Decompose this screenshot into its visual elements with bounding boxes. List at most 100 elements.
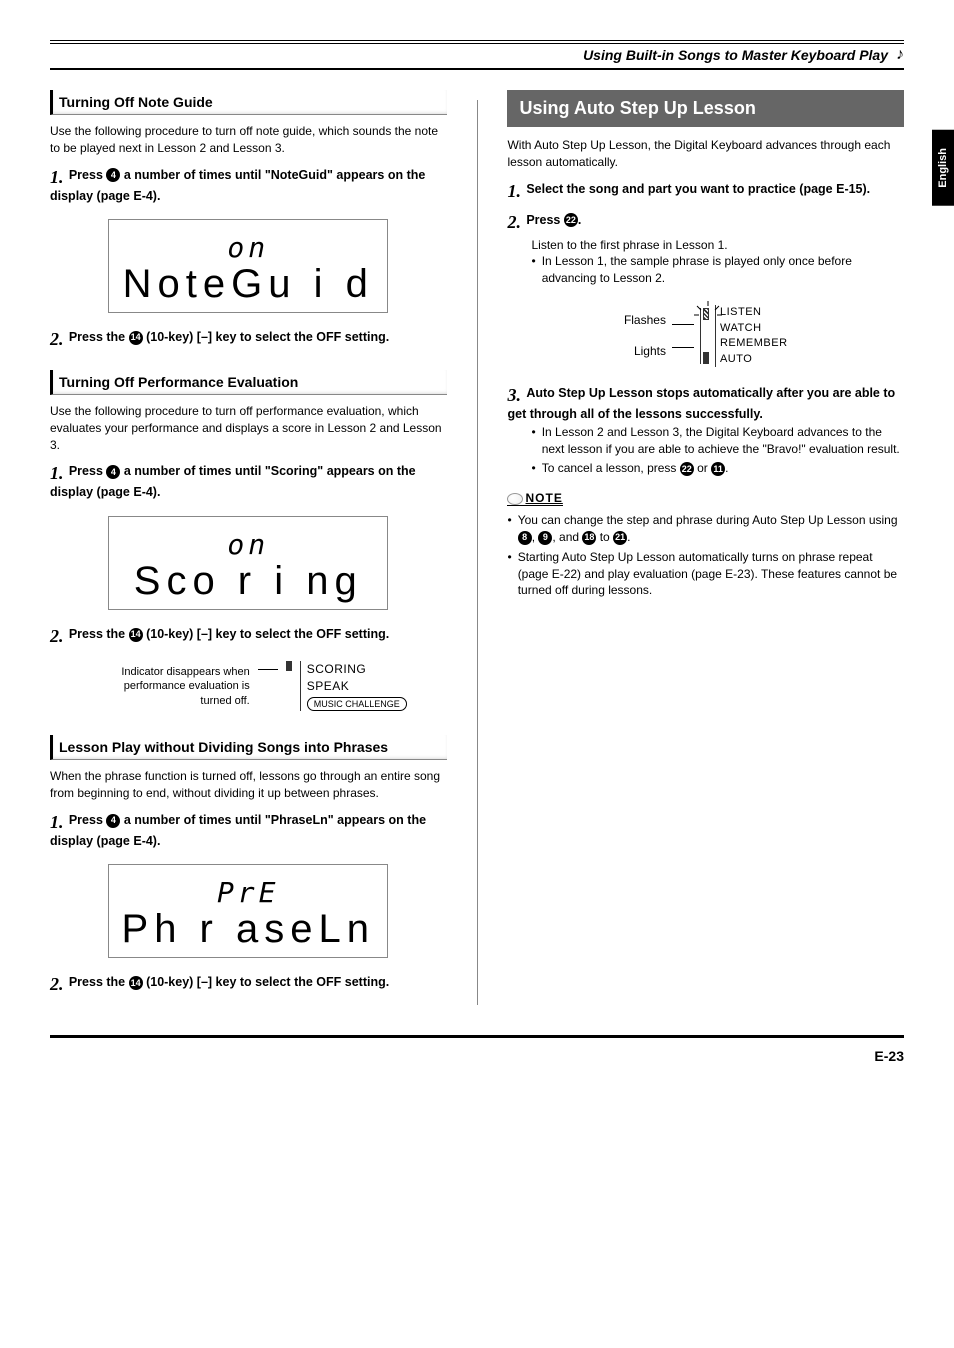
scoring-step2: 2. Press the 14 (10-key) [–] key to sele…	[50, 626, 447, 647]
text-frag: Press	[69, 168, 107, 182]
display-phraseln: PrE Ph r aseLn	[108, 864, 388, 958]
circled-button-ref: 11	[711, 462, 725, 476]
step-text: Press the 14 (10-key) [–] key to select …	[69, 330, 389, 344]
bullet-text: In Lesson 1, the sample phrase is played…	[542, 253, 904, 287]
text-frag: Press the	[69, 975, 129, 989]
noteguide-step1: 1. Press 4 a number of times until "Note…	[50, 167, 447, 206]
phraseln-step2: 2. Press the 14 (10-key) [–] key to sele…	[50, 974, 447, 995]
text-frag: Press	[526, 213, 564, 227]
circled-button-ref: 22	[680, 462, 694, 476]
content-columns: Turning Off Note Guide Use the following…	[50, 90, 904, 1005]
circled-button-ref: 14	[129, 976, 143, 990]
bullet-text: To cancel a lesson, press 22 or 11.	[542, 460, 729, 477]
step-number: 2.	[507, 212, 521, 233]
text-frag: Press	[69, 813, 107, 827]
left-column: Turning Off Note Guide Use the following…	[50, 90, 447, 1005]
step-text: Press 4 a number of times until "NoteGui…	[50, 168, 425, 203]
menu-item: AUTO	[720, 352, 788, 367]
section-heading-scoring: Turning Off Performance Evaluation	[50, 370, 447, 395]
column-divider	[477, 100, 478, 1005]
circled-button-ref: 18	[582, 531, 596, 545]
indicator-label: Indicator disappears when performance ev…	[90, 661, 250, 708]
autostepup-step2: 2. Press 22. Listen to the first phrase …	[507, 212, 904, 287]
noteguide-step2: 2. Press the 14 (10-key) [–] key to sele…	[50, 329, 447, 350]
indicator-list: SCORING SPEAK MUSIC CHALLENGE	[300, 661, 407, 711]
header-row: Using Built-in Songs to Master Keyboard …	[50, 46, 904, 70]
step-text: Press the 14 (10-key) [–] key to select …	[69, 975, 389, 989]
menu-item: REMEMBER	[720, 336, 788, 351]
step-number: 1.	[50, 812, 64, 833]
step-body: In Lesson 2 and Lesson 3, the Digital Ke…	[507, 424, 904, 477]
indicator-item: SPEAK	[307, 678, 407, 695]
diagram-bars	[700, 308, 709, 364]
phraseln-intro: When the phrase function is turned off, …	[50, 768, 447, 802]
text-frag: Press	[69, 464, 107, 478]
step-text: Press 22.	[526, 213, 581, 227]
circled-button-ref: 4	[106, 814, 120, 828]
display-small-text: on	[119, 234, 377, 262]
page-footer: E-23	[50, 1035, 904, 1064]
flashing-bar-icon	[703, 308, 709, 320]
circled-button-ref: 9	[538, 531, 552, 545]
main-heading-autostepup: Using Auto Step Up Lesson	[507, 90, 904, 127]
autostepup-step3: 3. Auto Step Up Lesson stops automatical…	[507, 385, 904, 477]
step-number: 2.	[50, 329, 64, 350]
step-text: Press 4 a number of times until "PhraseL…	[50, 813, 426, 848]
step-text: Select the song and part you want to pra…	[526, 182, 870, 196]
indicator-item: SCORING	[307, 661, 407, 678]
bullet-text: You can change the step and phrase durin…	[518, 512, 904, 546]
diagram-pointer-lines	[672, 324, 694, 348]
sub-text: Listen to the first phrase in Lesson 1.	[531, 237, 904, 254]
step-number: 1.	[507, 181, 521, 202]
text-frag: (10-key) [–] key to select the OFF setti…	[143, 330, 390, 344]
bullet-item: To cancel a lesson, press 22 or 11.	[531, 460, 904, 477]
step-text: Press the 14 (10-key) [–] key to select …	[69, 627, 389, 641]
text-frag: .	[578, 213, 581, 227]
step-text: Press 4 a number of times until "Scoring…	[50, 464, 416, 499]
menu-item: LISTEN	[720, 305, 788, 320]
text-frag: Press the	[69, 627, 129, 641]
indicator-bar-icon	[286, 661, 292, 671]
step-text: Auto Step Up Lesson stops automatically …	[507, 386, 895, 421]
step-number: 1.	[50, 167, 64, 188]
text-frag: (10-key) [–] key to select the OFF setti…	[143, 627, 390, 641]
noteguide-intro: Use the following procedure to turn off …	[50, 123, 447, 157]
lesson-status-diagram: Flashes Lights LIST	[507, 305, 904, 367]
note-label: NOTE	[507, 491, 562, 506]
text-frag: You can change the step and phrase durin…	[518, 513, 898, 527]
scoring-step1: 1. Press 4 a number of times until "Scor…	[50, 463, 447, 502]
scoring-intro: Use the following procedure to turn off …	[50, 403, 447, 453]
section-heading-noteguide: Turning Off Note Guide	[50, 90, 447, 115]
text-frag: (10-key) [–] key to select the OFF setti…	[143, 975, 390, 989]
circled-button-ref: 8	[518, 531, 532, 545]
step-number: 3.	[507, 385, 521, 406]
section-heading-phraseln: Lesson Play without Dividing Songs into …	[50, 735, 447, 760]
language-tab: English	[932, 130, 954, 206]
display-large-text: Sco r i ng	[119, 559, 377, 603]
circled-button-ref: 14	[129, 331, 143, 345]
step-body: Listen to the first phrase in Lesson 1. …	[507, 237, 904, 287]
circled-button-ref: 14	[129, 628, 143, 642]
circled-button-ref: 4	[106, 465, 120, 479]
musical-note-icon: ♪	[896, 46, 904, 64]
right-column: Using Auto Step Up Lesson With Auto Step…	[507, 90, 904, 1005]
autostepup-intro: With Auto Step Up Lesson, the Digital Ke…	[507, 137, 904, 171]
header-rules: Using Built-in Songs to Master Keyboard …	[50, 40, 904, 70]
phraseln-step1: 1. Press 4 a number of times until "Phra…	[50, 812, 447, 851]
circled-button-ref: 22	[564, 213, 578, 227]
bullet-text: Starting Auto Step Up Lesson automatical…	[518, 549, 904, 599]
text-frag: Press the	[69, 330, 129, 344]
indicator-pill: MUSIC CHALLENGE	[307, 697, 407, 712]
display-small-text: PrE	[119, 879, 377, 907]
flashes-label: Flashes	[624, 305, 666, 336]
note-bullet: Starting Auto Step Up Lesson automatical…	[507, 549, 904, 599]
menu-item: WATCH	[720, 321, 788, 336]
display-large-text: NoteGu i d	[119, 262, 377, 306]
autostepup-step1: 1. Select the song and part you want to …	[507, 181, 904, 202]
bullet-item: In Lesson 1, the sample phrase is played…	[531, 253, 904, 287]
text-frag: ,	[532, 530, 539, 544]
step-number: 1.	[50, 463, 64, 484]
note-block: NOTE You can change the step and phrase …	[507, 491, 904, 599]
display-noteguid: on NoteGu i d	[108, 219, 388, 313]
text-frag: or	[694, 461, 711, 475]
